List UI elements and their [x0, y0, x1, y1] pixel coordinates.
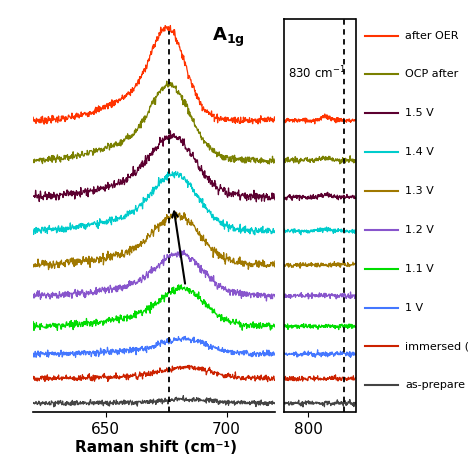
Text: 1.3 V: 1.3 V	[405, 186, 434, 196]
Text: $\mathbf{A_{1g}}$: $\mathbf{A_{1g}}$	[212, 26, 245, 49]
Text: Raman shift (cm⁻¹): Raman shift (cm⁻¹)	[75, 440, 237, 455]
Text: 1.2 V: 1.2 V	[405, 225, 434, 235]
Text: 1.5 V: 1.5 V	[405, 108, 434, 118]
Text: 830 cm$^{-1}$: 830 cm$^{-1}$	[288, 65, 346, 82]
Text: OCP after: OCP after	[405, 69, 458, 80]
Text: 1.1 V: 1.1 V	[405, 264, 434, 274]
Text: 1.4 V: 1.4 V	[405, 147, 434, 157]
Text: as-prepare: as-prepare	[405, 380, 465, 391]
Text: 1 V: 1 V	[405, 302, 423, 313]
Text: after OER: after OER	[405, 30, 459, 41]
Text: immersed (: immersed (	[405, 341, 469, 352]
